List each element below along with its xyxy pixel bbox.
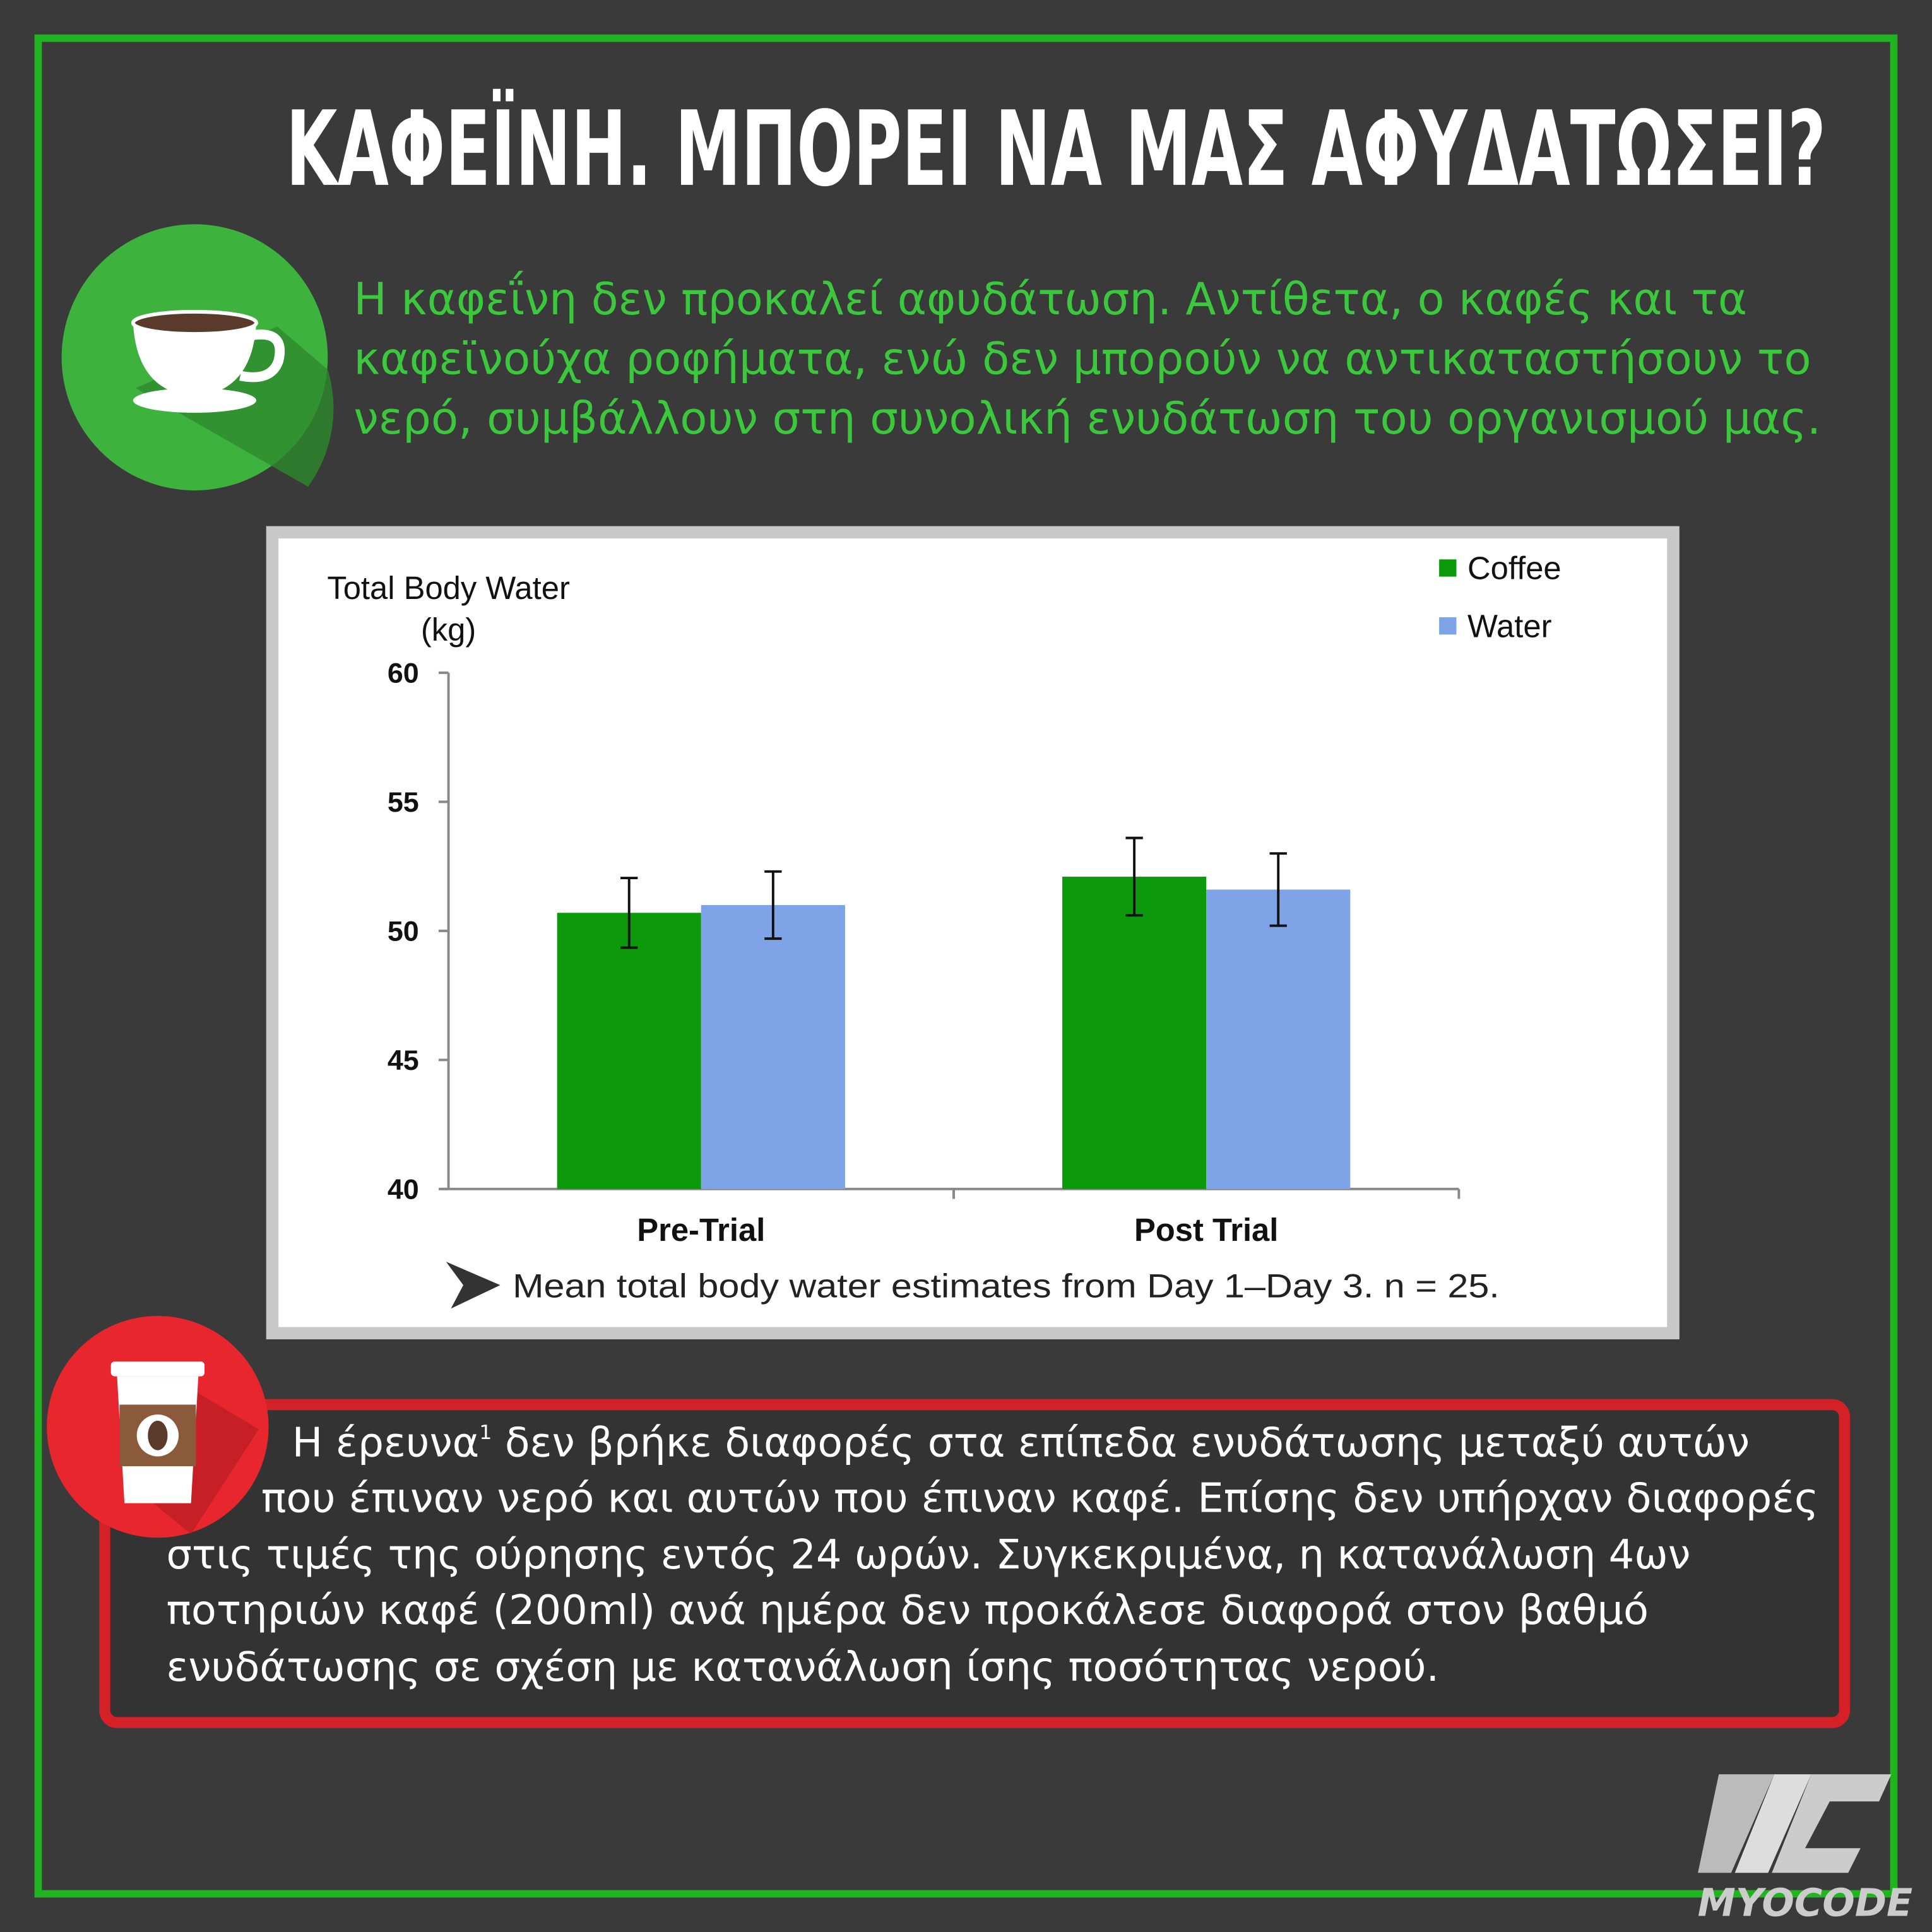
legend-swatch	[1439, 559, 1457, 577]
y-tick-label: 40	[388, 1173, 419, 1205]
bar	[1206, 889, 1351, 1189]
research-text: δεν βρήκε διαφορές στα επίπεδα ενυδάτωση…	[492, 1419, 1750, 1466]
chart-panel	[266, 526, 1680, 1340]
summary-line: νερό, συμβάλλουν στη συνολική ενυδάτωση …	[353, 393, 1821, 444]
cup-icon	[47, 1315, 269, 1538]
bar	[1062, 876, 1207, 1189]
chart: Total Body Water (kg) 40 45 50 55 60 Pre-Trial P…	[327, 550, 1562, 1309]
caption-arrow	[446, 1262, 501, 1309]
research-box	[99, 1399, 1851, 1728]
summary-line: καφεϊνούχα ροφήματα, ενώ δεν μπορούν να …	[353, 333, 1811, 384]
research-line: ποτηριών καφέ (200ml) ανά ημέρα δεν προκ…	[167, 1587, 1649, 1634]
logo: MYOCODE	[1698, 1774, 1913, 1926]
frame	[34, 34, 1898, 1898]
legend-swatch	[1439, 617, 1457, 635]
research-line: Η έρευνα1 δεν βρήκε διαφορές στα επίπεδα…	[292, 1419, 1750, 1466]
research-intro: Η έρευνα	[292, 1419, 480, 1466]
coffee-icon	[61, 224, 334, 490]
y-tick-label: 45	[388, 1044, 419, 1076]
summary: Η καφεΐνη δεν προκαλεί αφυδάτωση. Αντίθε…	[353, 271, 1821, 444]
footnote: 1	[479, 1421, 492, 1444]
error-bar	[1125, 836, 1143, 917]
y-axis-title: (kg)	[421, 612, 476, 648]
x-tick-label: Pre-Trial	[637, 1212, 765, 1248]
bar	[701, 904, 845, 1189]
error-bar	[1269, 852, 1287, 927]
research-line: που έπιναν νερό και αυτών που έπιναν καφ…	[261, 1474, 1819, 1522]
legend-label: Coffee	[1467, 550, 1562, 586]
y-tick-label: 50	[388, 915, 419, 947]
title: ΚΑΦΕΪΝΗ. ΜΠΟΡΕΙ ΝΑ ΜΑΣ ΑΦΥΔΑΤΩΣΕΙ?	[286, 89, 1826, 210]
legend-label: Water	[1467, 608, 1552, 644]
research-line: στις τιμές της ούρησης εντός 24 ωρών. Συ…	[167, 1531, 1691, 1579]
error-bar	[620, 877, 638, 949]
y-axis-title: Total Body Water	[327, 570, 570, 606]
y-tick-label: 55	[388, 786, 419, 818]
bar	[557, 913, 701, 1189]
research-line: ενυδάτωσης σε σχέση με κατανάλωση ίσης π…	[167, 1644, 1440, 1691]
summary-line: Η καφεΐνη δεν προκαλεί αφυδάτωση. Αντίθε…	[353, 271, 1747, 325]
y-tick-label: 60	[388, 657, 419, 689]
caption: Mean total body water estimates from Day…	[513, 1268, 1500, 1305]
error-bar	[764, 870, 782, 940]
x-tick-label: Post Trial	[1134, 1212, 1278, 1248]
research-text: Η έρευνα1 δεν βρήκε διαφορές στα επίπεδα…	[167, 1419, 1819, 1690]
logo-text: MYOCODE	[1698, 1882, 1913, 1926]
